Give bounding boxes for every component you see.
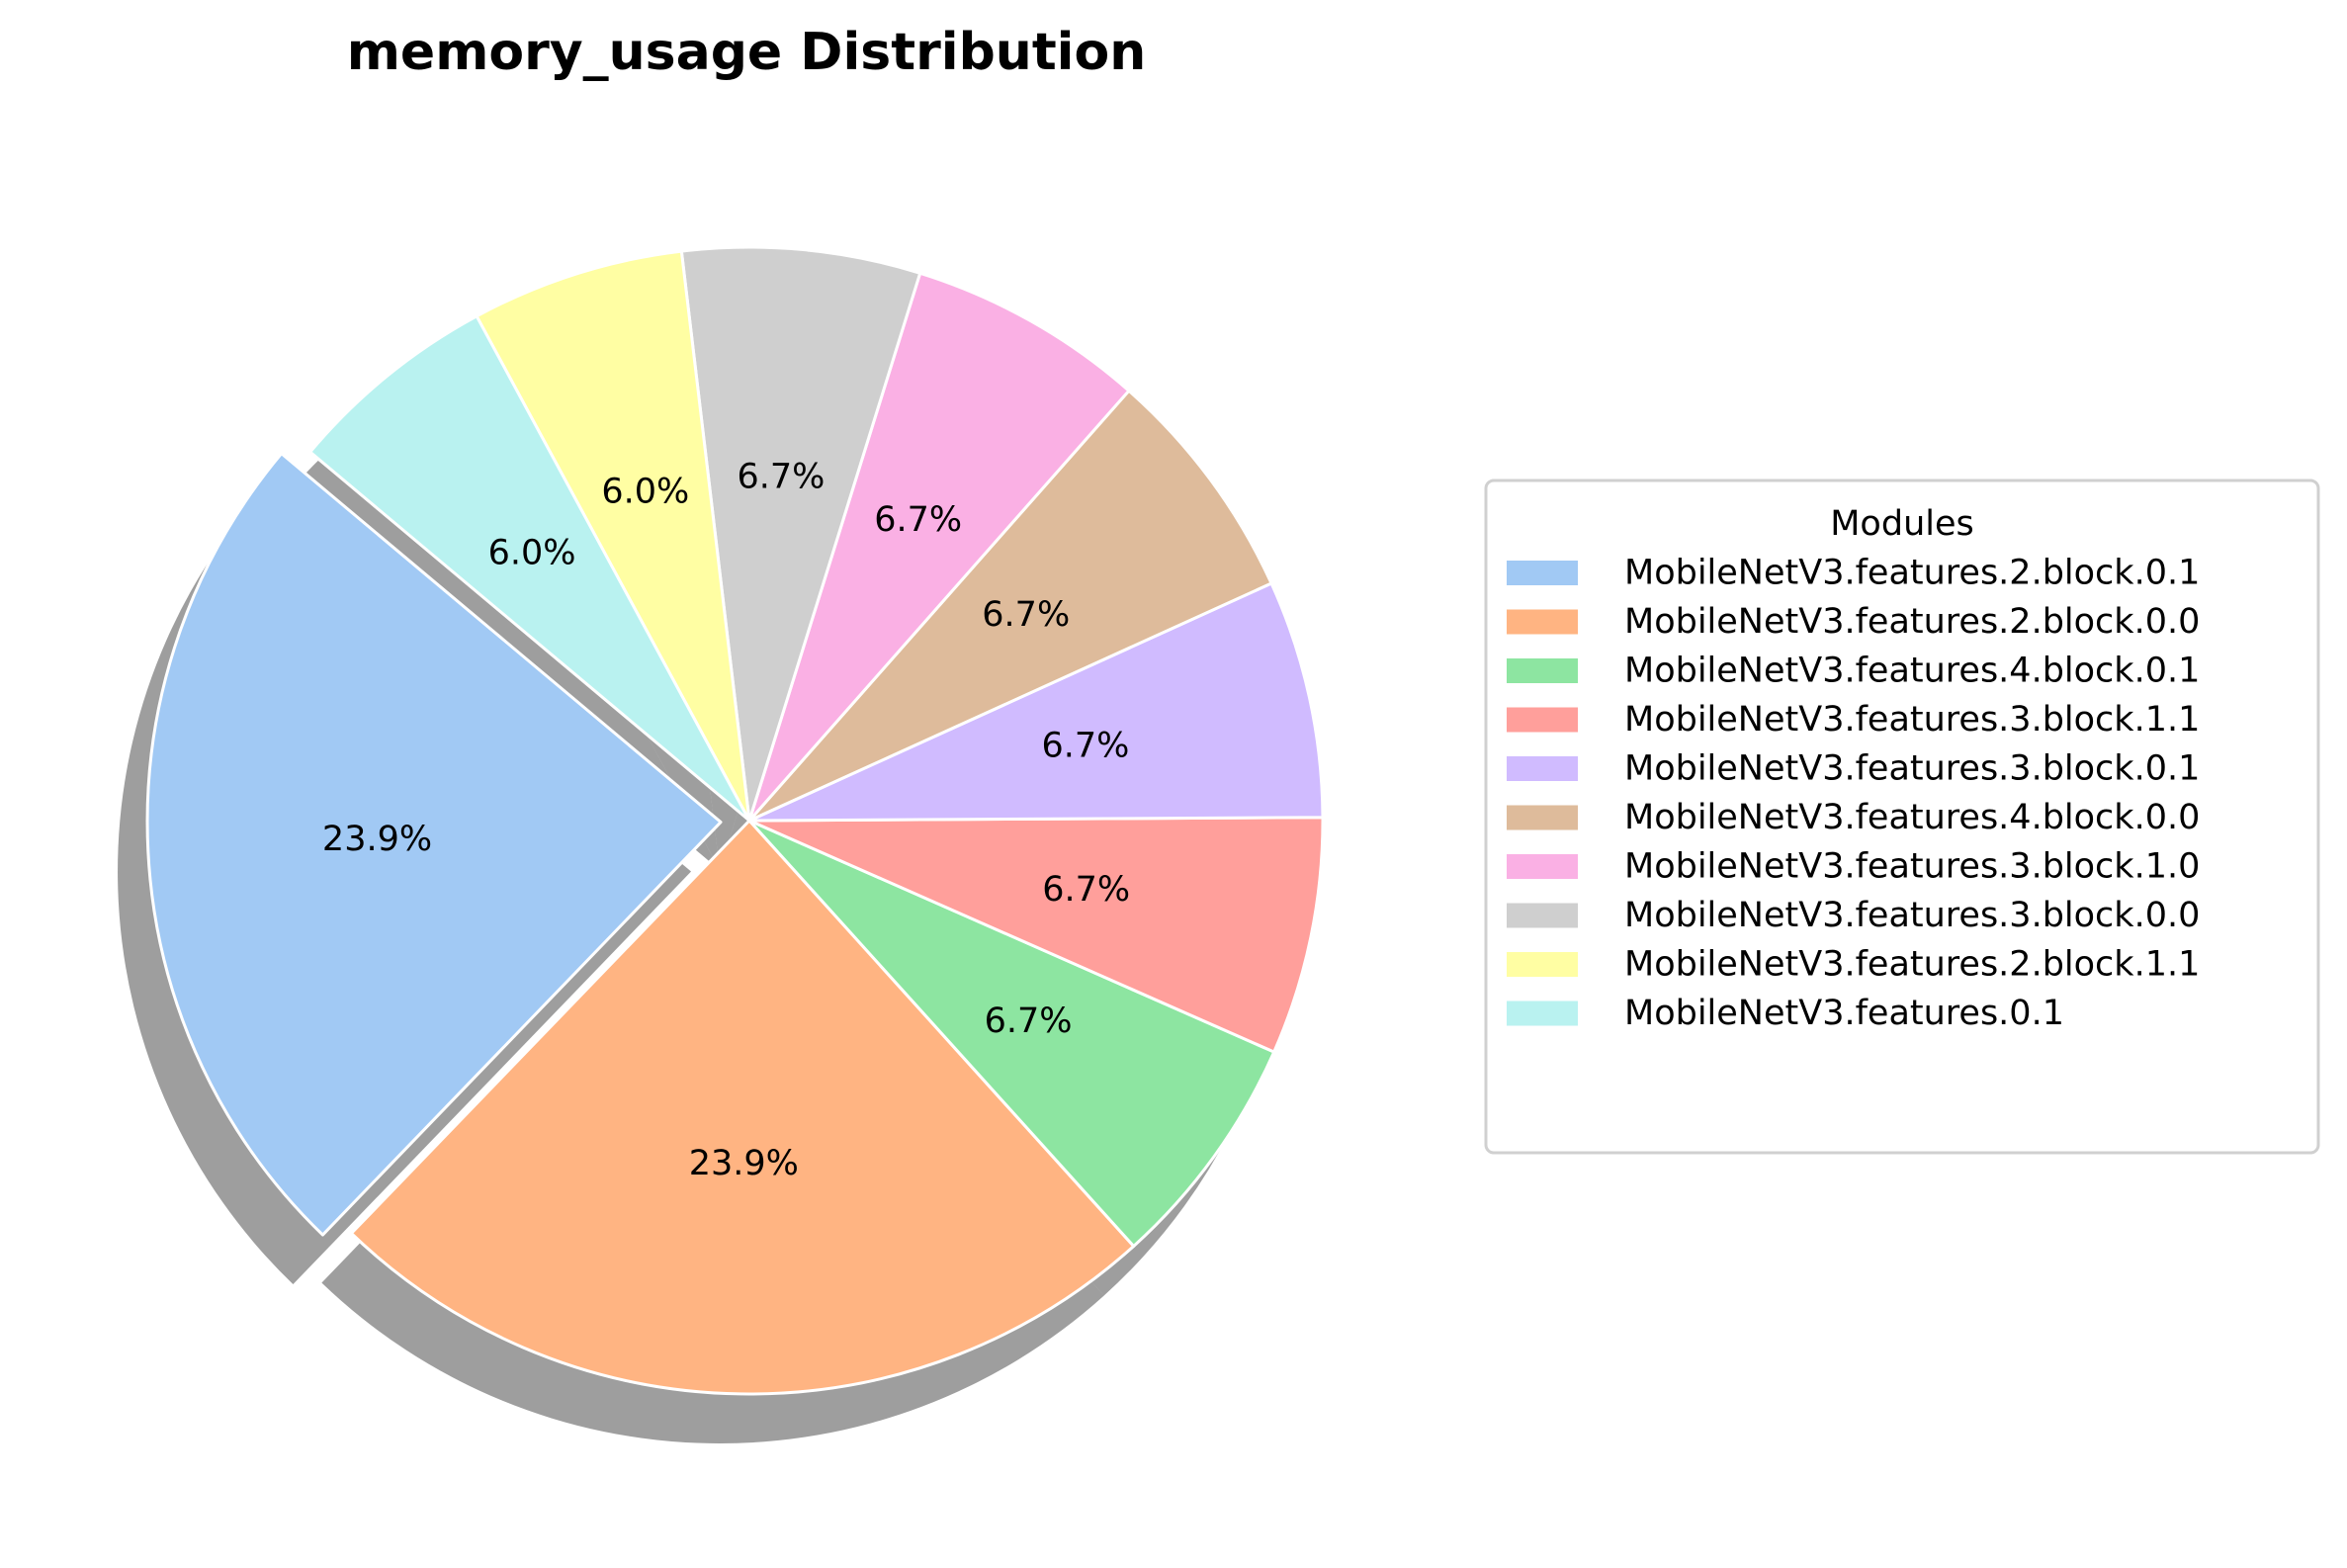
legend: Modules MobileNetV3.features.2.block.0.1… xyxy=(1484,479,2320,1155)
legend-label: MobileNetV3.features.2.block.1.1 xyxy=(1624,945,2200,985)
legend-entry: MobileNetV3.features.0.1 xyxy=(1507,994,2064,1033)
pie-slice xyxy=(747,271,1131,823)
legend-swatch xyxy=(1507,1001,1578,1026)
legend-items: MobileNetV3.features.2.block.0.1 MobileNe… xyxy=(1507,554,2200,1033)
legend-label: MobileNetV3.features.4.block.0.1 xyxy=(1624,652,2200,691)
pie-slice-percent-label: 23.9% xyxy=(322,820,432,859)
legend-label: MobileNetV3.features.3.block.0.0 xyxy=(1624,896,2200,935)
legend-label: MobileNetV3.features.2.block.0.0 xyxy=(1624,602,2200,642)
legend-entry: MobileNetV3.features.4.block.0.1 xyxy=(1507,652,2200,691)
legend-swatch xyxy=(1507,903,1578,928)
pie-slice-percent-label: 23.9% xyxy=(689,1144,799,1183)
pie-slice xyxy=(475,249,751,823)
legend-label: MobileNetV3.features.4.block.0.0 xyxy=(1624,798,2200,837)
legend-swatch xyxy=(1507,658,1578,683)
pie-slice xyxy=(747,816,1325,1054)
legend-entry: MobileNetV3.features.3.block.1.1 xyxy=(1507,700,2200,740)
legend-title: Modules xyxy=(1830,504,1974,544)
pie-slice-layer xyxy=(145,245,1325,1396)
legend-entry: MobileNetV3.features.2.block.1.1 xyxy=(1507,945,2200,985)
legend-swatch xyxy=(1507,952,1578,977)
legend-label: MobileNetV3.features.0.1 xyxy=(1624,994,2064,1033)
legend-entry: MobileNetV3.features.3.block.0.1 xyxy=(1507,749,2200,789)
legend-entry: MobileNetV3.features.4.block.0.0 xyxy=(1507,798,2200,837)
pie-slice xyxy=(747,389,1273,823)
pie-slice-percent-label: 6.7% xyxy=(1042,870,1130,910)
pie-slice-percent-label: 6.0% xyxy=(488,533,576,572)
legend-swatch xyxy=(1507,854,1578,879)
pie-slice-percent-label: 6.7% xyxy=(982,595,1070,635)
pie-slice-percent-label: 6.7% xyxy=(874,500,962,540)
pie-slice-percent-label: 6.7% xyxy=(737,457,825,496)
pie-slice xyxy=(747,581,1325,823)
legend-label: MobileNetV3.features.3.block.0.1 xyxy=(1624,749,2200,789)
pie-label-layer: 23.9% 23.9% 6.7% 6.7% 6.7% 6.7% 6.7% 6.7% 6.0% 6.… xyxy=(322,457,1130,1182)
legend-label: MobileNetV3.features.3.block.1.0 xyxy=(1624,847,2200,887)
pie-slice xyxy=(308,314,751,823)
legend-box xyxy=(1484,479,2320,1155)
pie-slice-percent-label: 6.0% xyxy=(601,472,689,511)
pie-slice-percent-label: 6.7% xyxy=(985,1002,1073,1041)
pie-slice xyxy=(747,819,1276,1248)
legend-swatch xyxy=(1507,707,1578,733)
pie-slice xyxy=(679,245,922,823)
legend-swatch xyxy=(1507,609,1578,635)
legend-swatch xyxy=(1507,561,1578,585)
legend-label: MobileNetV3.features.2.block.0.1 xyxy=(1624,554,2200,593)
legend-swatch xyxy=(1507,805,1578,830)
legend-label: MobileNetV3.features.3.block.1.1 xyxy=(1624,700,2200,740)
pie-slice-percent-label: 6.7% xyxy=(1041,726,1129,765)
pie-slice xyxy=(145,452,723,1237)
chart-title: memory_usage Distribution xyxy=(347,23,1147,82)
legend-entry: MobileNetV3.features.2.block.0.1 xyxy=(1507,554,2200,593)
legend-swatch xyxy=(1507,756,1578,781)
pie-slice xyxy=(349,819,1136,1396)
legend-entry: MobileNetV3.features.2.block.0.0 xyxy=(1507,602,2200,642)
legend-entry: MobileNetV3.features.3.block.0.0 xyxy=(1507,896,2200,935)
legend-entry: MobileNetV3.features.3.block.1.0 xyxy=(1507,847,2200,887)
